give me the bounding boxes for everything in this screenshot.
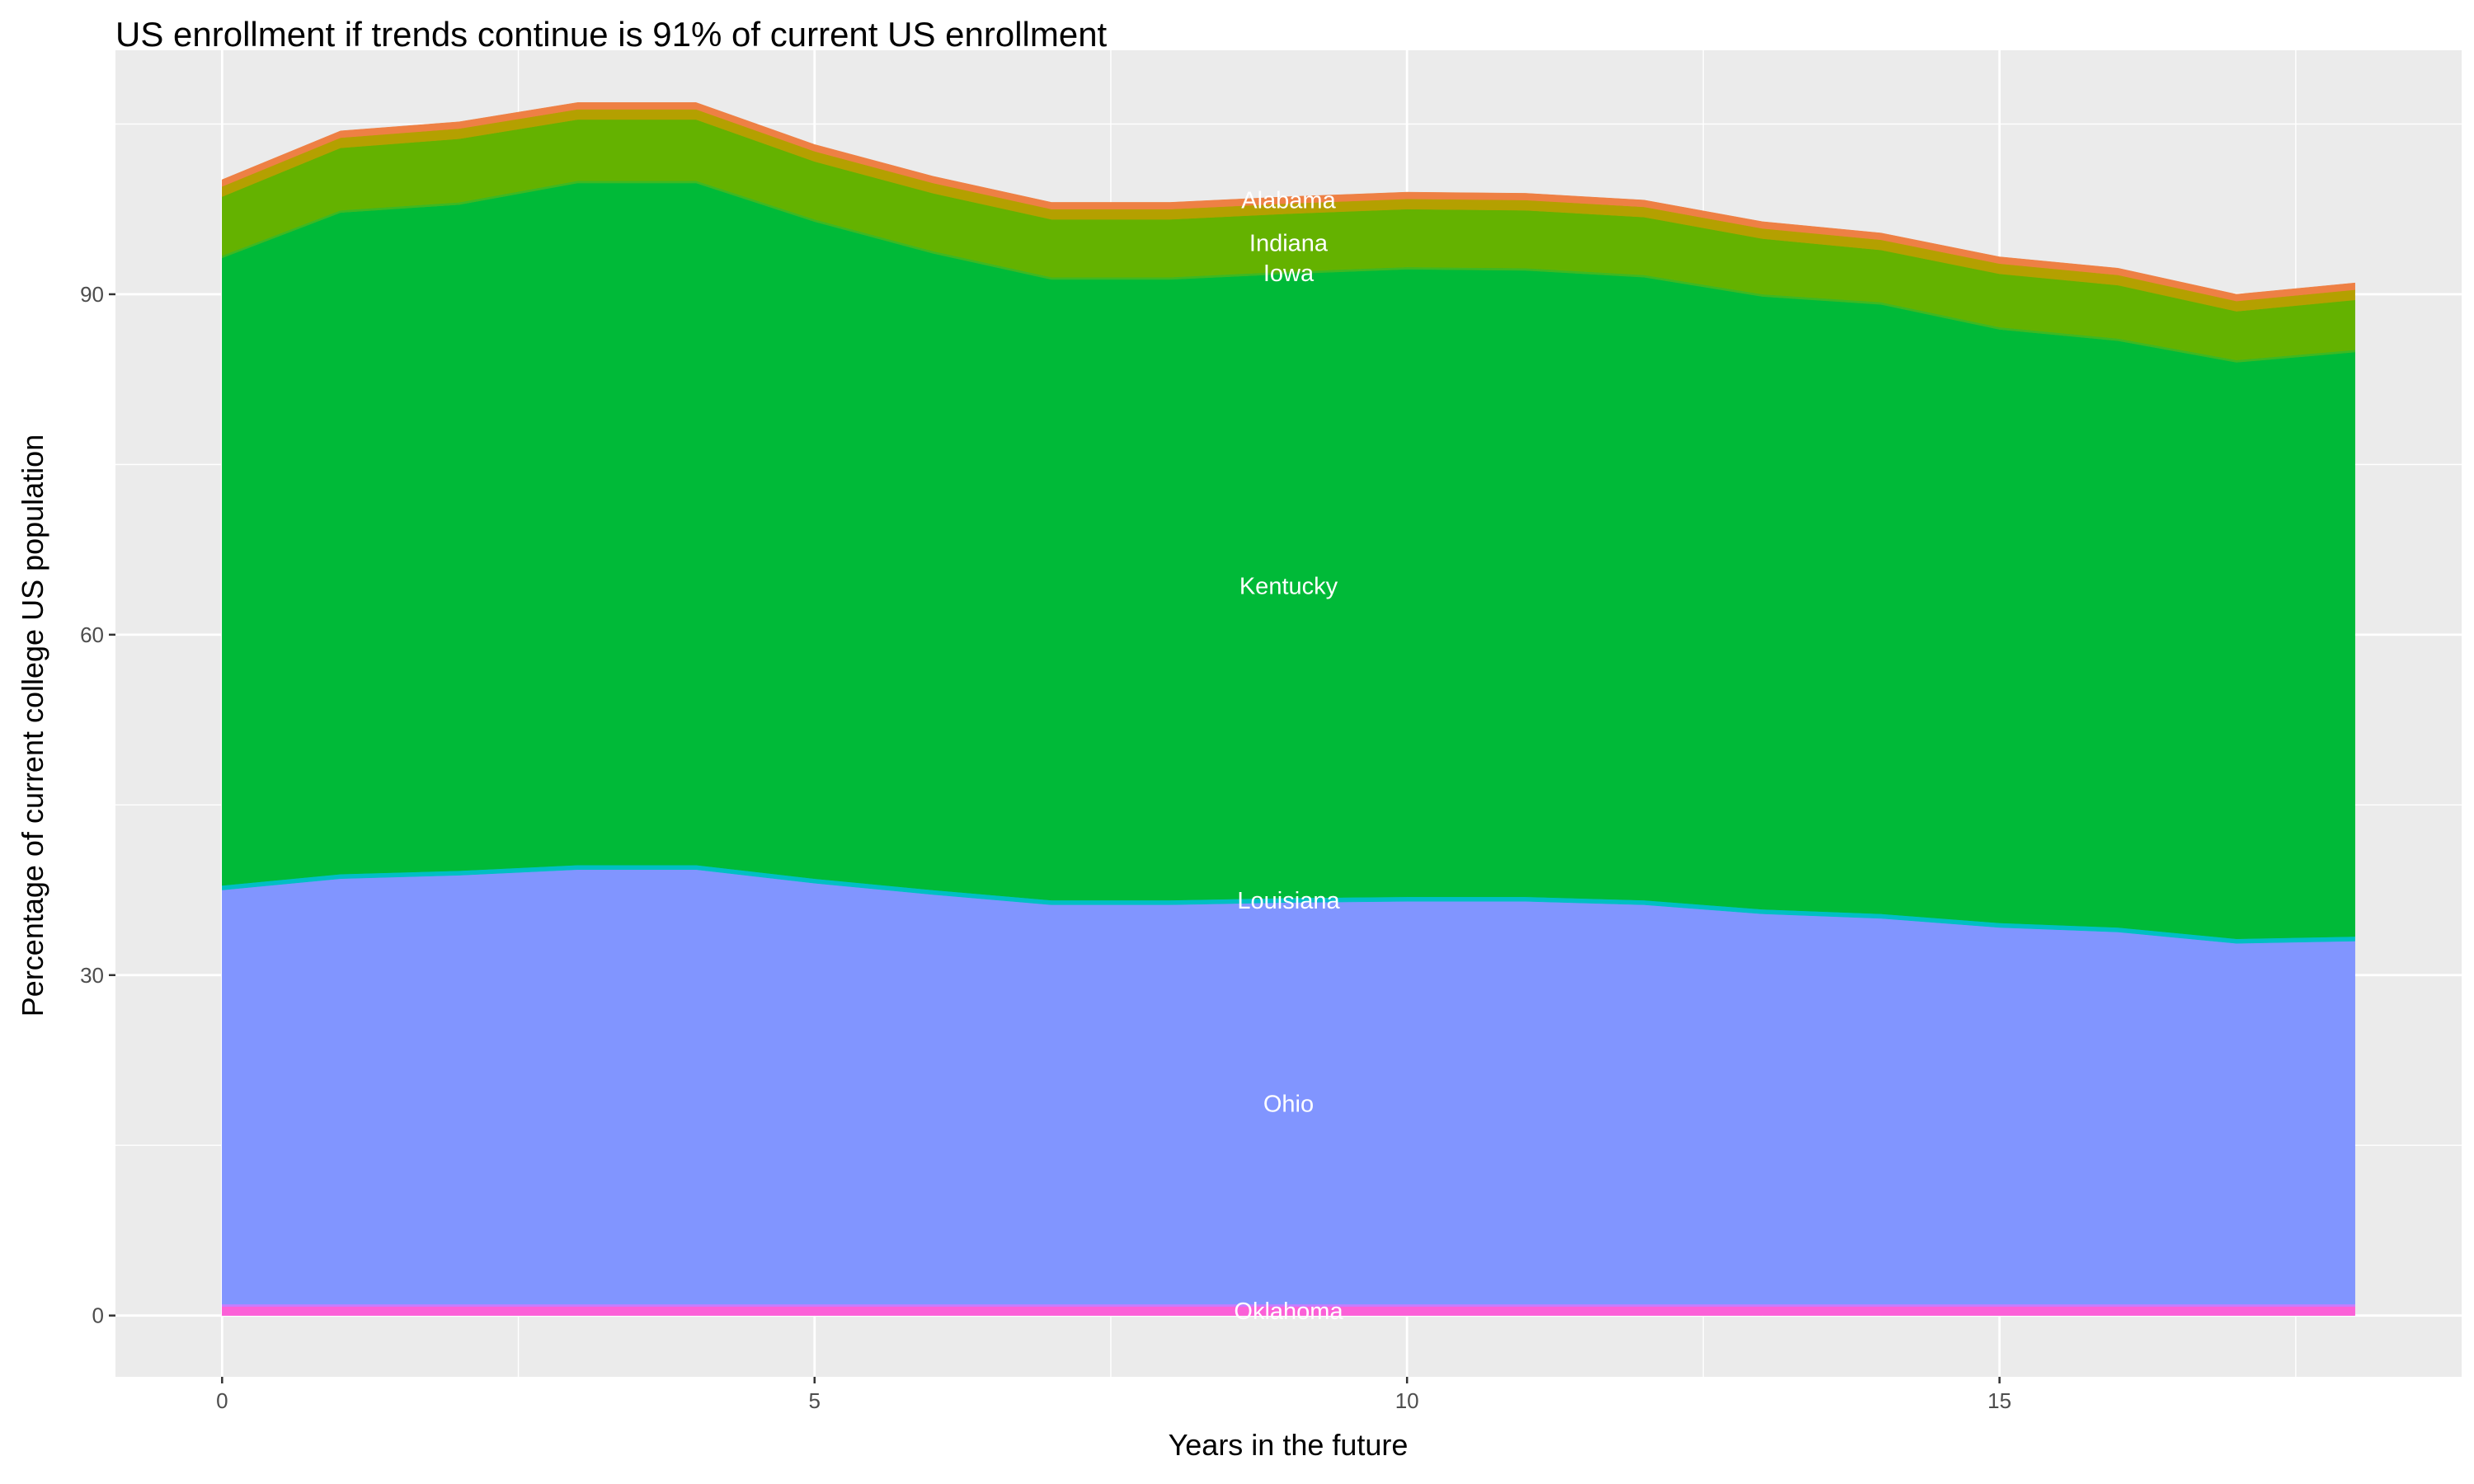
series-label-alabama: Alabama <box>1241 188 1336 214</box>
x-tick-label: 5 <box>809 1388 821 1413</box>
series-label-iowa: Iowa <box>1263 261 1315 287</box>
series-label-indiana: Indiana <box>1249 230 1329 256</box>
x-tick-label: 10 <box>1395 1388 1419 1413</box>
series-label-louisiana: Louisiana <box>1237 888 1340 914</box>
y-tick-label: 30 <box>80 963 104 988</box>
series-label-oklahoma: Oklahoma <box>1234 1298 1343 1325</box>
y-axis-label: Percentage of current college US populat… <box>16 434 49 1017</box>
axes: 0 5 10 15 0 30 60 90 <box>80 282 2011 1413</box>
area-alabama <box>222 102 2355 302</box>
area-ohio <box>222 869 2355 1305</box>
series-labels: Oklahoma Ohio Louisiana Kentucky Iowa Indiana… <box>1234 188 1343 1325</box>
y-tick-label: 60 <box>80 622 104 647</box>
series-label-ohio: Ohio <box>1263 1091 1314 1117</box>
chart-title: US enrollment if trends continue is 91% … <box>115 15 1108 54</box>
x-tick-label: 0 <box>216 1388 228 1413</box>
x-axis-label: Years in the future <box>1169 1428 1409 1462</box>
x-tick-label: 15 <box>1987 1388 2011 1413</box>
y-tick-label: 0 <box>92 1303 104 1328</box>
area-layers <box>222 102 2355 1316</box>
y-tick-label: 90 <box>80 282 104 307</box>
series-label-kentucky: Kentucky <box>1239 574 1338 600</box>
